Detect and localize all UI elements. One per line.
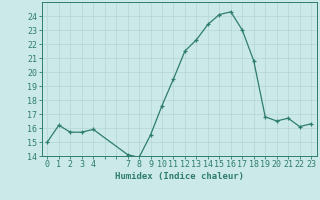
- X-axis label: Humidex (Indice chaleur): Humidex (Indice chaleur): [115, 172, 244, 181]
